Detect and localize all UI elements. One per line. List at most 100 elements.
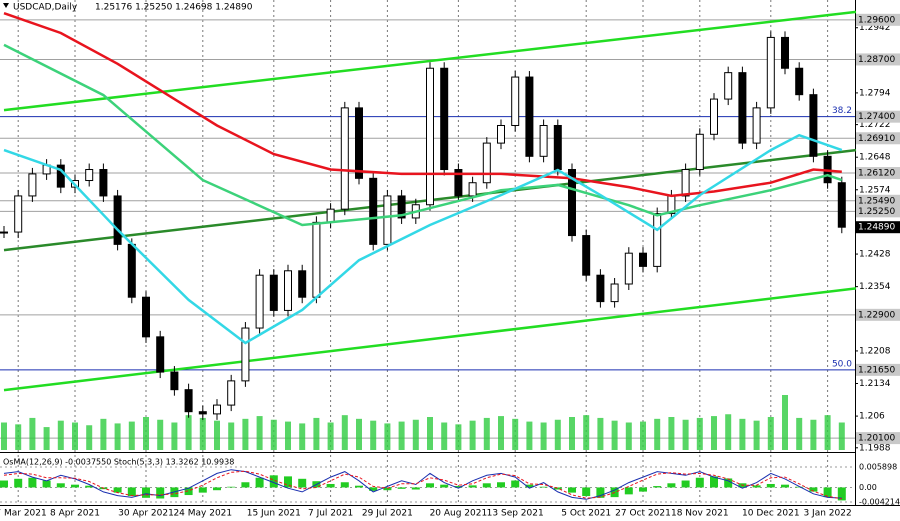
last-price-tag <box>856 221 900 234</box>
candle-body <box>440 67 449 171</box>
osma-bar <box>56 483 65 488</box>
osma-bar <box>71 484 79 488</box>
osma-bar <box>568 487 576 493</box>
osma-bar <box>639 487 647 492</box>
osma-bar <box>795 486 804 488</box>
volume-bar <box>767 417 774 450</box>
x-tick-label: 10 Dec 2021 <box>742 509 800 519</box>
level-tag <box>856 308 900 321</box>
candle-body <box>738 72 747 144</box>
last-price-label: 1.24890 <box>858 223 895 233</box>
candle-body <box>653 213 662 267</box>
level-tag <box>856 110 900 123</box>
candle-body <box>582 235 591 276</box>
volume-bar <box>412 419 419 450</box>
candle-body <box>227 380 236 406</box>
level-label: 1.28700 <box>858 55 895 65</box>
osma-bar <box>127 487 136 497</box>
y2-tick-label: -0.004214 <box>859 498 900 507</box>
y-tick-label: 1.2574 <box>859 185 891 195</box>
osma-bar <box>695 477 704 488</box>
osma-bar <box>14 478 23 488</box>
osma-bar <box>42 480 51 488</box>
level-label: 1.20100 <box>858 434 895 444</box>
candle-body <box>312 221 321 298</box>
volume-bar <box>100 418 107 450</box>
volume-bar <box>469 420 476 450</box>
candle-body <box>127 243 136 298</box>
candle-body <box>397 195 406 219</box>
candle-body <box>624 252 633 285</box>
candle-body <box>85 169 94 182</box>
volume-bar <box>427 417 433 450</box>
osma-bar <box>198 487 207 493</box>
candle-body <box>724 72 733 100</box>
volume-bar <box>540 422 547 450</box>
y-tick-label: 1.2794 <box>859 88 891 98</box>
osma-bar <box>326 483 335 488</box>
trendline <box>3 10 857 112</box>
level-tag <box>856 194 900 207</box>
osma-bar <box>823 487 832 498</box>
candle-body <box>369 177 378 245</box>
stoch-line <box>3 469 842 500</box>
candle-body <box>468 182 477 197</box>
osma-bar <box>653 486 662 488</box>
osma-bar <box>710 476 718 488</box>
candle-body <box>795 67 804 96</box>
candle-body <box>426 67 434 206</box>
volume-bar <box>583 415 590 450</box>
osma-bar <box>284 476 292 488</box>
osma-bar <box>809 487 818 492</box>
y-tick-label: 1.2722 <box>859 120 891 130</box>
candle-body <box>213 404 221 415</box>
level-tag <box>856 363 900 376</box>
y-tick-label: 1.2648 <box>859 153 891 163</box>
x-tick-label: 7 Jul 2021 <box>308 509 353 519</box>
volume-bar <box>696 417 703 450</box>
volume-bar <box>597 417 604 450</box>
candle-body <box>752 107 761 144</box>
candle-body <box>198 411 207 415</box>
volume-bar <box>498 416 504 450</box>
volume-bar <box>569 417 575 450</box>
volume-bar <box>128 421 135 450</box>
osma-bar <box>213 487 221 491</box>
osma-bar <box>525 484 534 488</box>
osma-bar <box>454 486 463 488</box>
volume-bar <box>256 416 263 450</box>
volume-bar <box>640 421 646 450</box>
candle-body <box>695 133 704 171</box>
volume-bar <box>455 424 462 450</box>
osma-bar <box>0 480 8 488</box>
osma-bar <box>539 486 548 488</box>
candle-body <box>14 195 23 233</box>
y2-tick-label: 0.005898 <box>859 463 897 472</box>
osma-bar <box>227 486 236 488</box>
level-label: 1.25490 <box>858 196 895 206</box>
moving-average <box>3 133 843 345</box>
level-tag <box>856 205 900 218</box>
y-tick-label: 1.2428 <box>859 250 891 260</box>
x-tick-label: 20 Aug 2021 <box>430 509 488 519</box>
osma-bar <box>681 480 690 488</box>
osma-bar <box>369 487 378 491</box>
candle-body <box>355 107 363 179</box>
level-label: 1.27400 <box>858 112 895 122</box>
level-label: 1.26910 <box>858 134 895 144</box>
x-tick-label: 5 Oct 2021 <box>561 509 611 519</box>
volume-bar <box>214 420 220 450</box>
fib-label: 38.2 <box>832 106 852 116</box>
level-tag <box>856 132 900 145</box>
x-tick-label: 29 Jul 2021 <box>362 509 413 519</box>
stoch-line <box>3 470 842 500</box>
osma-bar <box>624 487 633 495</box>
osma-bar <box>482 483 491 488</box>
osma-bar <box>113 487 122 493</box>
moving-average <box>3 12 842 198</box>
volume-bar <box>398 421 405 450</box>
volume-bar <box>725 414 732 450</box>
volume-bar <box>171 422 178 450</box>
osma-bar <box>553 487 562 490</box>
